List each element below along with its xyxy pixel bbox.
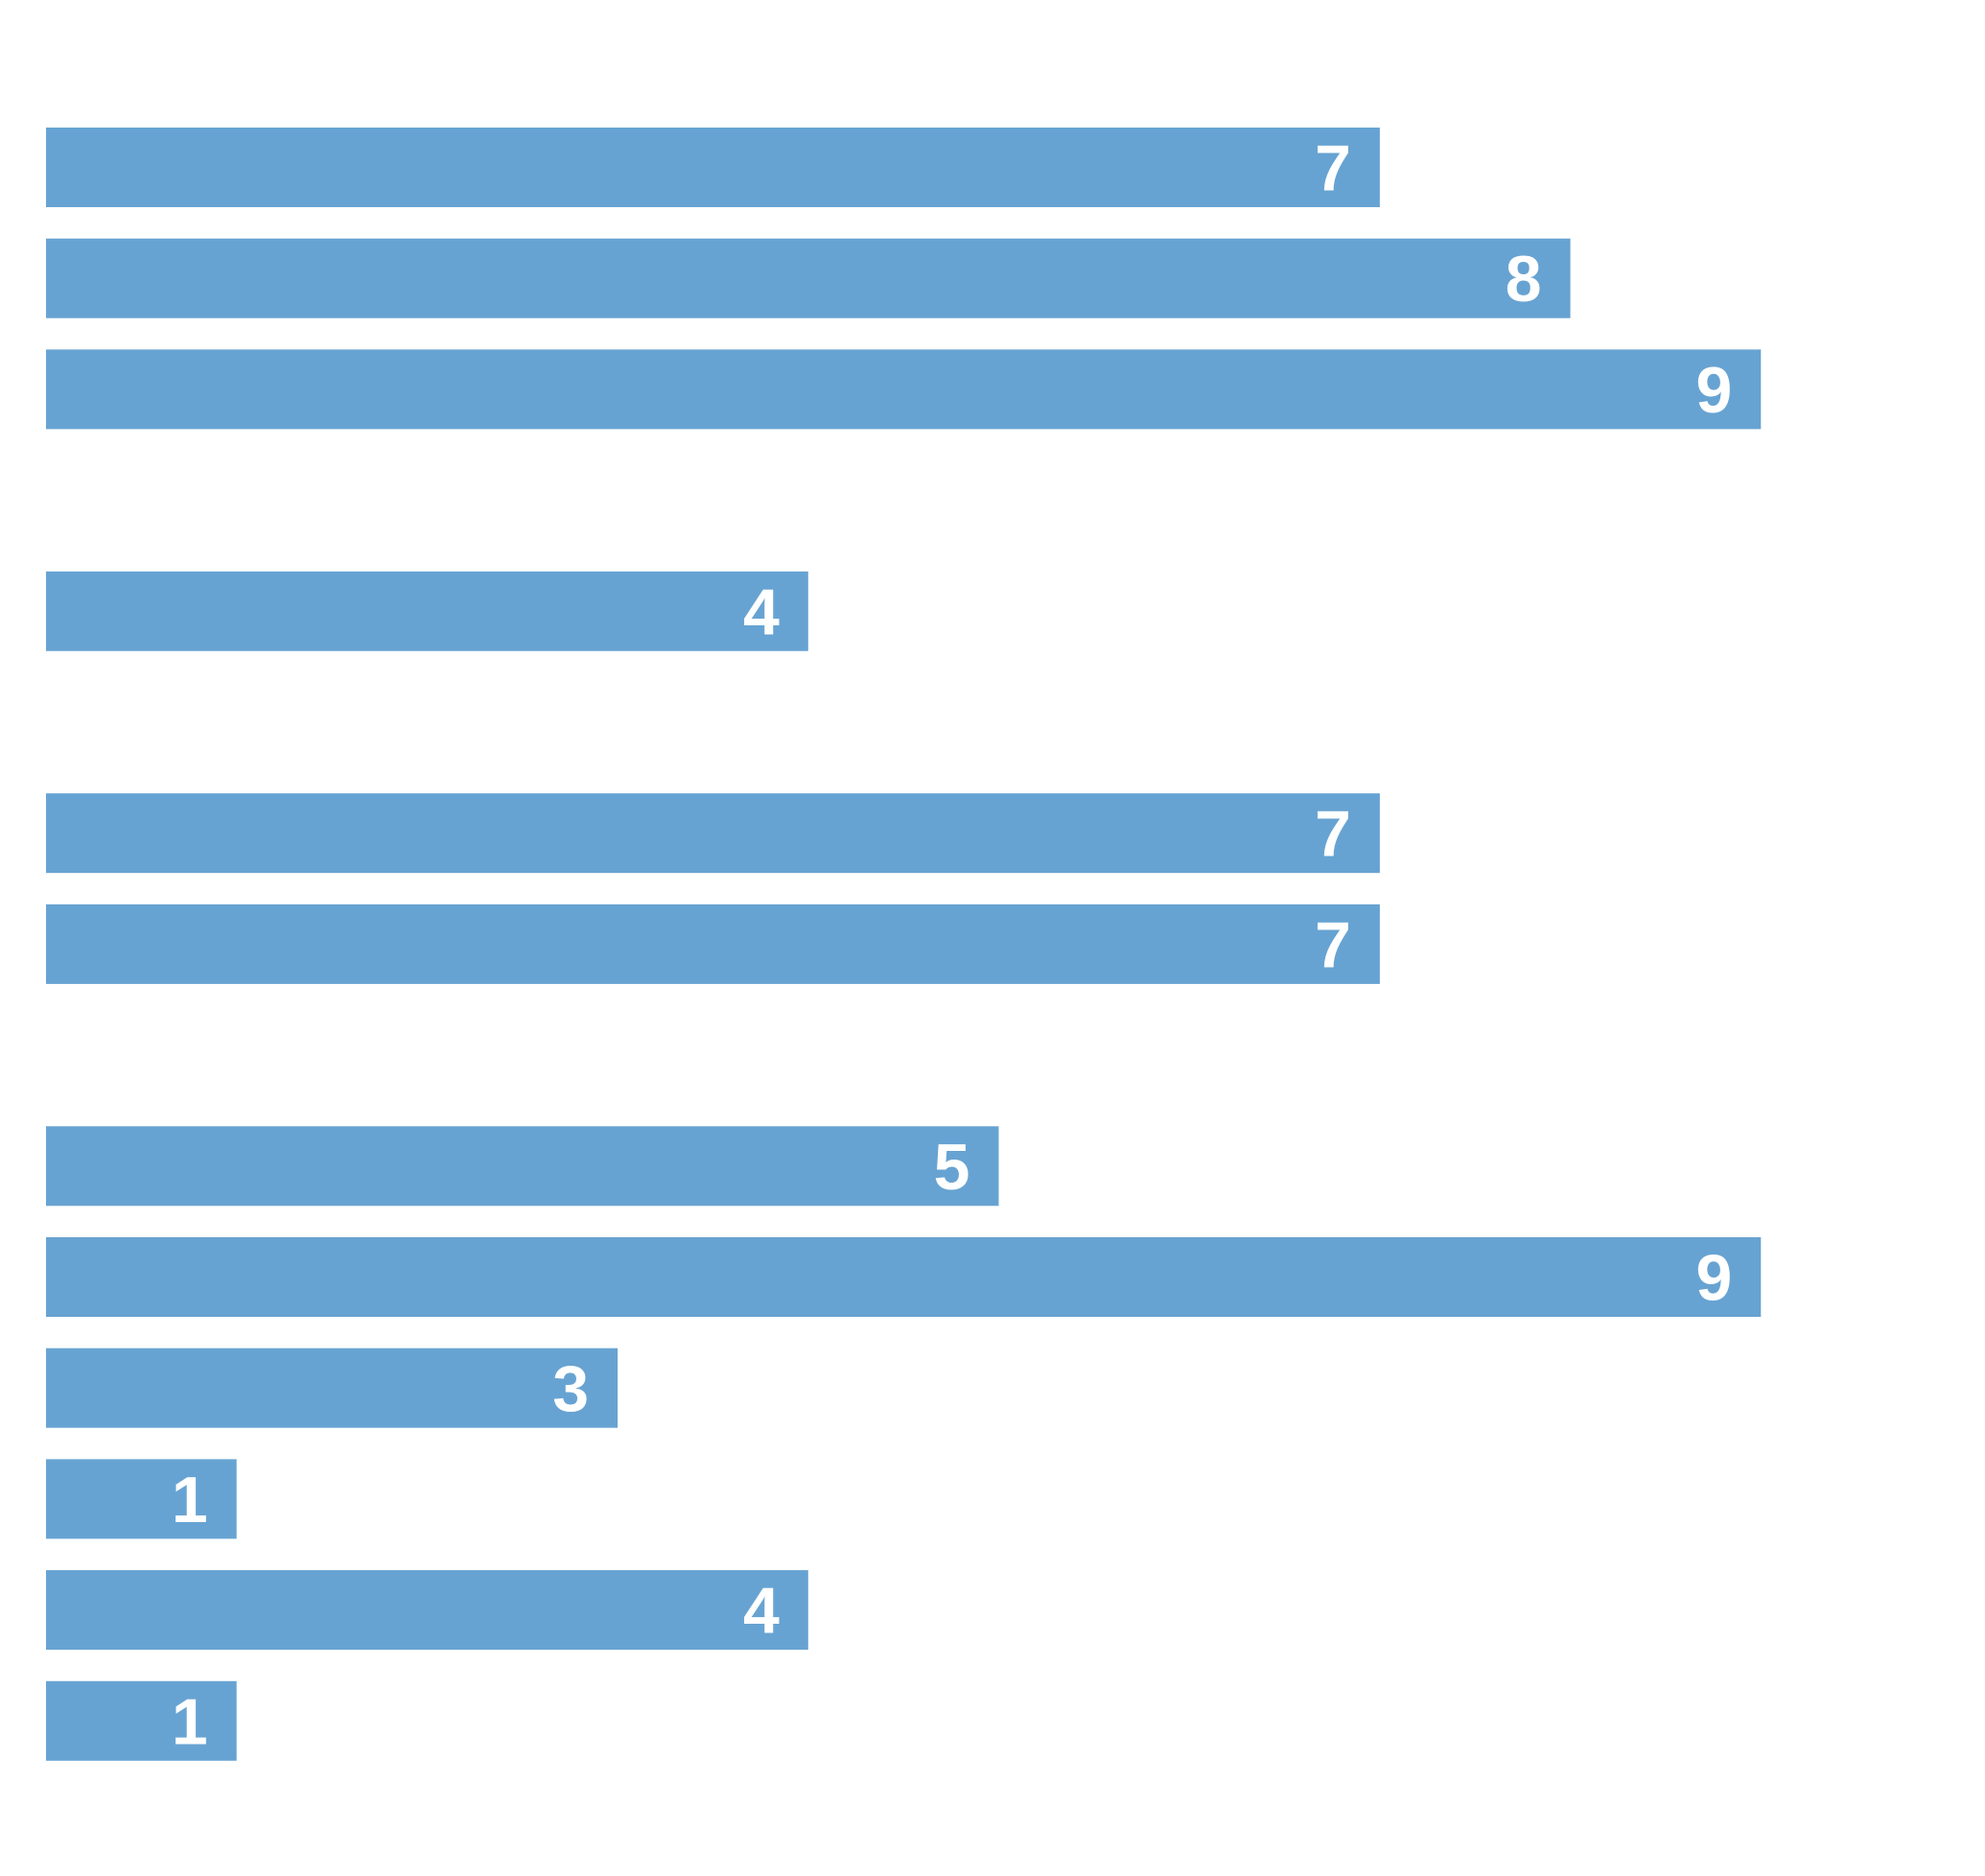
bar-value-label: 9: [1695, 1242, 1732, 1315]
bar-value-label: 7: [1315, 908, 1351, 981]
bar-4-3: [46, 1348, 619, 1428]
bar-value-label: 4: [743, 1575, 780, 1648]
bar-3-2: [46, 903, 1380, 984]
bar-value-label: 7: [1315, 798, 1351, 871]
bar-value-label: 1: [172, 1685, 208, 1758]
bar-3-1: [46, 793, 1380, 874]
bar-4-1: [46, 1126, 999, 1207]
bar-4-5: [46, 1570, 808, 1651]
bar-value-label: 1: [172, 1464, 208, 1536]
bar-value-label: 9: [1695, 354, 1732, 427]
bar-1-3: [46, 349, 1762, 430]
bar-value-label: 4: [743, 575, 780, 648]
bar-1-1: [46, 128, 1380, 207]
bar-value-label: 8: [1506, 243, 1542, 316]
bar-value-label: 7: [1315, 132, 1351, 205]
bar-value-label: 3: [552, 1352, 589, 1425]
bar-4-2: [46, 1237, 1762, 1317]
bar-1-2: [46, 238, 1571, 318]
bar-4-6: [46, 1680, 237, 1761]
bar-value-label: 5: [934, 1131, 970, 1204]
bar-2-1: [46, 571, 808, 651]
bar-4-4: [46, 1459, 237, 1539]
